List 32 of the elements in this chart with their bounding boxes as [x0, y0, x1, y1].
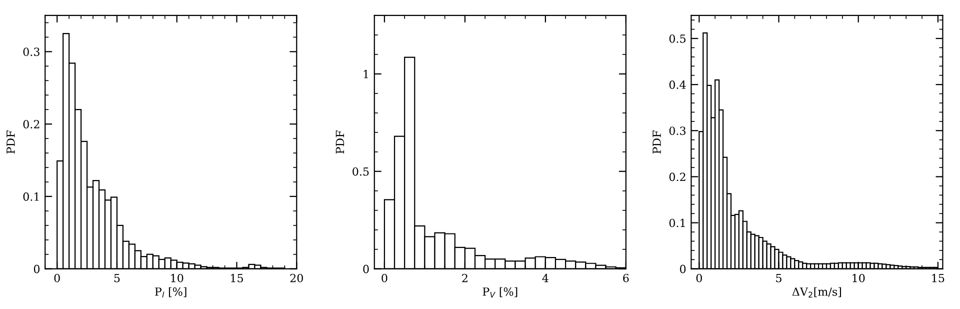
y-tick-label: 0: [34, 264, 40, 274]
x-tick-label: 0: [696, 274, 702, 282]
x-tick-label: 0: [54, 274, 60, 282]
y-axis-title: PDF: [336, 130, 344, 154]
y-tick-label: 0.5: [352, 167, 369, 176]
x-tick-label: 2: [462, 274, 468, 282]
x-tick-label: 20: [290, 274, 303, 282]
y-tick-label: 0: [363, 264, 369, 274]
y-tick-label: 1: [364, 70, 368, 78]
x-tick-label: 15: [231, 274, 243, 282]
y-tick-label: 0.4: [669, 80, 686, 89]
x-tick-label: 10: [171, 274, 184, 282]
x-tick-label: 4: [542, 274, 548, 282]
y-tick-label: 0.2: [23, 120, 40, 128]
y-tick-label: 0.3: [23, 48, 40, 56]
x-tick-label: 15: [932, 274, 944, 282]
y-tick-label: 0.3: [669, 126, 686, 135]
x-axis-title: P$_{l}$ [%]: [155, 287, 186, 298]
y-tick-label: 0: [680, 264, 686, 274]
y-tick-label: 0.5: [669, 34, 686, 43]
x-tick-label: 6: [623, 274, 629, 282]
y-tick-label: 0.1: [23, 192, 39, 201]
x-axis-title: P$_{V}$ [%]: [482, 287, 518, 298]
x-tick-label: 5: [776, 274, 782, 282]
x-tick-label: 5: [114, 274, 120, 282]
y-axis-title: PDF: [652, 130, 661, 154]
y-tick-label: 0.1: [669, 218, 685, 228]
y-axis-title: PDF: [6, 130, 15, 154]
x-tick-label: 0: [382, 274, 388, 282]
x-tick-label: 10: [852, 274, 865, 282]
y-tick-label: 0.2: [669, 172, 686, 182]
x-axis-title: ΔV$_{2}$[m/s]: [792, 287, 842, 298]
